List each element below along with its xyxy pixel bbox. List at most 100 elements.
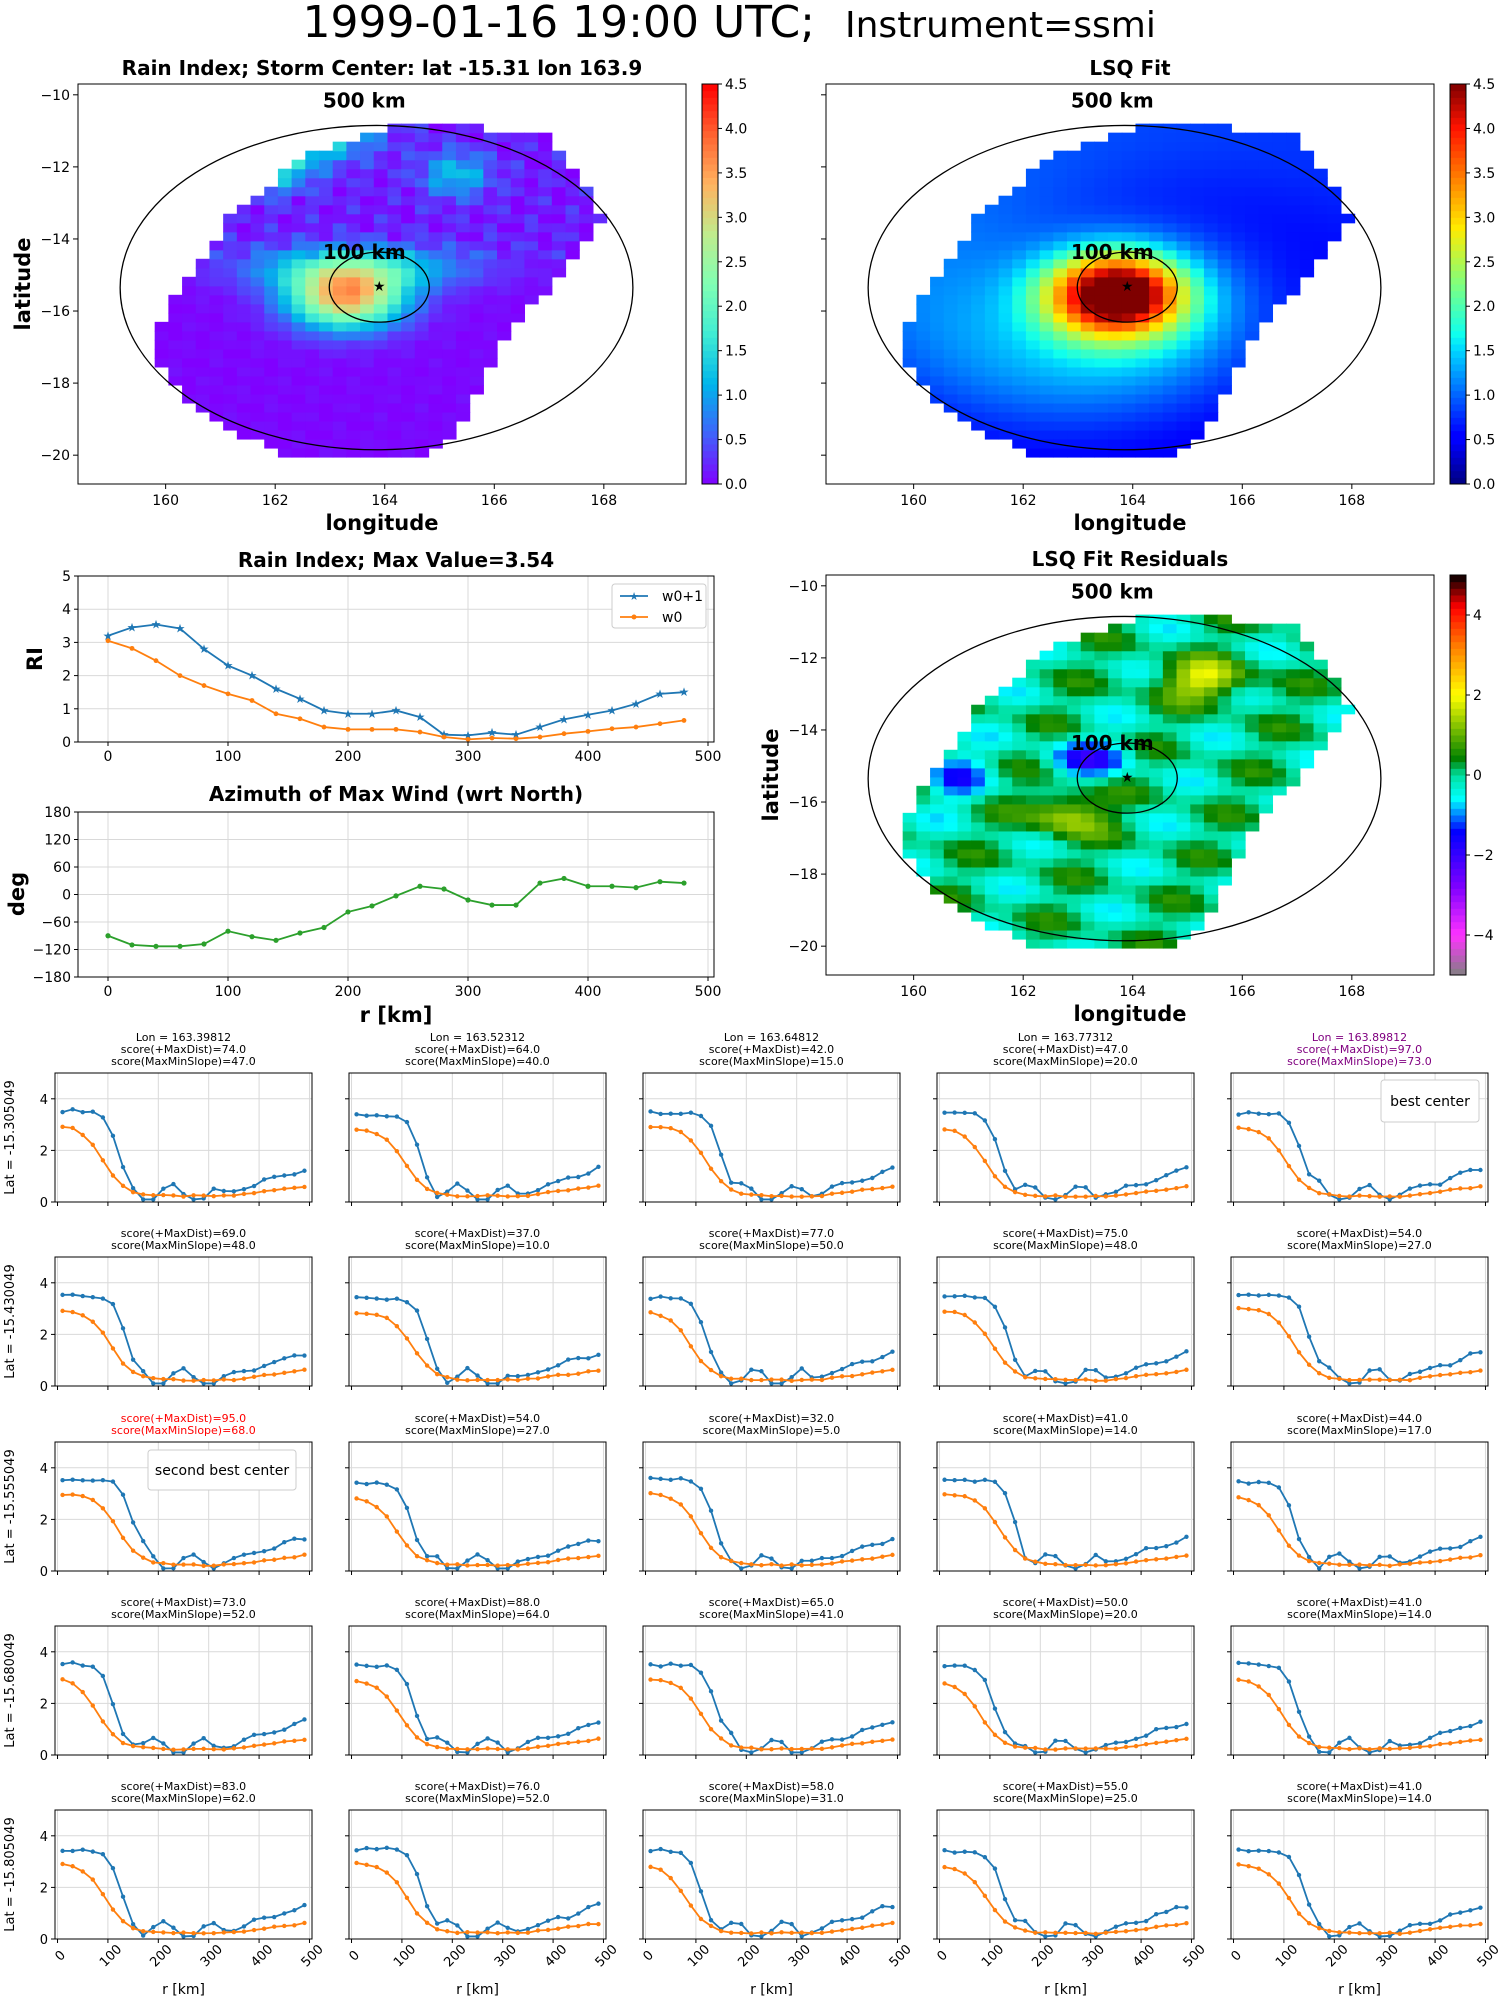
series-w0-point [505, 1377, 510, 1382]
series-w0p1-point [668, 1849, 673, 1854]
series-w0p1-point [992, 1479, 998, 1484]
series-w0-point [171, 1747, 176, 1752]
series-w0-point [465, 736, 471, 742]
series-w0-point [870, 1556, 875, 1561]
series-w0p1-point [1306, 1554, 1312, 1560]
series-w0-point [1154, 1924, 1159, 1930]
series-w0p1-point [839, 1553, 845, 1559]
series-w0-point [708, 1166, 714, 1171]
y-tick-label: 0 [40, 1933, 48, 1948]
series-w0-point [809, 1562, 815, 1568]
series-w0-point [1327, 1561, 1332, 1566]
series-w0p1-point [110, 1702, 116, 1707]
series-w0-point [354, 1860, 359, 1866]
series-w0-point [181, 1378, 186, 1383]
grid-xlabel: r [km] [1338, 1982, 1381, 1998]
series-w0-point [668, 1875, 673, 1881]
series-w0p1-point [455, 1181, 460, 1186]
series-w0-point [799, 1930, 804, 1935]
colorbar-tick-label: 1.5 [1473, 344, 1495, 360]
series-w0p1-point [555, 1914, 561, 1920]
series-w0p1-point [70, 1477, 75, 1482]
series-w0-point [1296, 1734, 1302, 1739]
grid-score-maxminslope: score(MaxMinSlope)=73.0 [1287, 1055, 1432, 1068]
series-w0p1-point [272, 1546, 277, 1551]
y-tick-label: −10 [40, 88, 70, 104]
series-w0p1-point [596, 1164, 601, 1170]
series-w0p1-point [962, 1293, 967, 1298]
series-w0-point [809, 1930, 815, 1936]
series-w0 [944, 1493, 1187, 1567]
series-w0p1-point [535, 1923, 541, 1928]
series-azimuth-point [297, 930, 303, 936]
series-w0p1-point [110, 1301, 116, 1307]
grid-cell: 024 [40, 1256, 313, 1395]
series-w0-point [80, 1132, 85, 1138]
series-w0p1-point [231, 1189, 237, 1194]
series-w0-point [90, 1877, 95, 1882]
series-w0p1-point [191, 1741, 196, 1746]
grid-xlabel: r [km] [456, 1982, 499, 1998]
series-w0p1-point: ★ [559, 712, 570, 726]
colorbar-tick-label: 1.5 [725, 344, 747, 360]
series-w0p1-point [1437, 1546, 1443, 1551]
series-w0p1-point [455, 1923, 460, 1928]
series-w0-point [191, 1378, 196, 1383]
grid-cell-frame [936, 1256, 1195, 1387]
series-w0p1-point [1437, 1918, 1443, 1923]
series-w0-point [779, 1563, 784, 1568]
grid-cell-frame [642, 1625, 901, 1756]
series-w0-point [708, 1545, 714, 1551]
series-w0-point [779, 1193, 784, 1199]
series-w0p1-point [1377, 1367, 1382, 1372]
series-w0p1-point [302, 1717, 307, 1722]
series-w0-point [191, 1562, 196, 1567]
series-w0p1-point [819, 1555, 825, 1561]
series-w0-point [545, 1743, 551, 1749]
series-w0p1-point [718, 1370, 724, 1375]
series-azimuth-point [201, 941, 207, 947]
series-w0-point [759, 1563, 764, 1568]
series-w0p1-point [1143, 1362, 1149, 1367]
grid-score-maxminslope: score(MaxMinSlope)=68.0 [111, 1424, 256, 1437]
x-tick-label: 0 [52, 1948, 68, 1964]
series-w0-point [424, 1363, 430, 1368]
series-w0-point [525, 1746, 531, 1751]
series-w0p1-point [485, 1926, 490, 1931]
series-w0-point [434, 1560, 440, 1566]
series-w0-point [1316, 1560, 1322, 1566]
series-w0 [1238, 1496, 1481, 1567]
series-w0-point [1043, 1194, 1048, 1199]
series-w0p1-point [1033, 1185, 1038, 1190]
series-w0p1-point [70, 1660, 75, 1665]
series-w0p1-point [1184, 1165, 1189, 1170]
series-w0-point [566, 1924, 571, 1929]
series-w0-point [261, 1372, 267, 1378]
y-tick-label: 0 [62, 888, 71, 904]
map-rain-ylabel: latitude [11, 238, 35, 331]
series-w0-point [952, 1684, 957, 1690]
series-w0p1-point [860, 1915, 865, 1920]
series-w0-point [455, 1746, 460, 1752]
series-w0p1-point [1458, 1358, 1463, 1363]
series-w0p1-point [972, 1667, 977, 1673]
series-w0p1-point [1002, 1168, 1008, 1174]
series-w0p1-point: ★ [199, 642, 210, 656]
series-w0p1-point [739, 1181, 744, 1186]
series-w0-point [1437, 1189, 1443, 1194]
series-w0p1-point: ★ [319, 703, 330, 717]
series-w0-point [384, 1870, 389, 1875]
series-w0p1-point [1184, 1721, 1189, 1727]
series-w0-point [839, 1559, 845, 1564]
series-w0-point [151, 1745, 156, 1751]
series-w0p1-point: ★ [631, 697, 642, 711]
x-tick-label: 0 [1228, 1948, 1244, 1964]
series-w0-point [819, 1930, 825, 1936]
series-w0-point [982, 1720, 988, 1725]
series-w0p1-point [1347, 1559, 1352, 1564]
series-w0p1-point [819, 1374, 825, 1379]
series-w0-point [404, 1336, 410, 1341]
series-w0-point [668, 1125, 673, 1131]
grid-cell [639, 1625, 901, 1759]
